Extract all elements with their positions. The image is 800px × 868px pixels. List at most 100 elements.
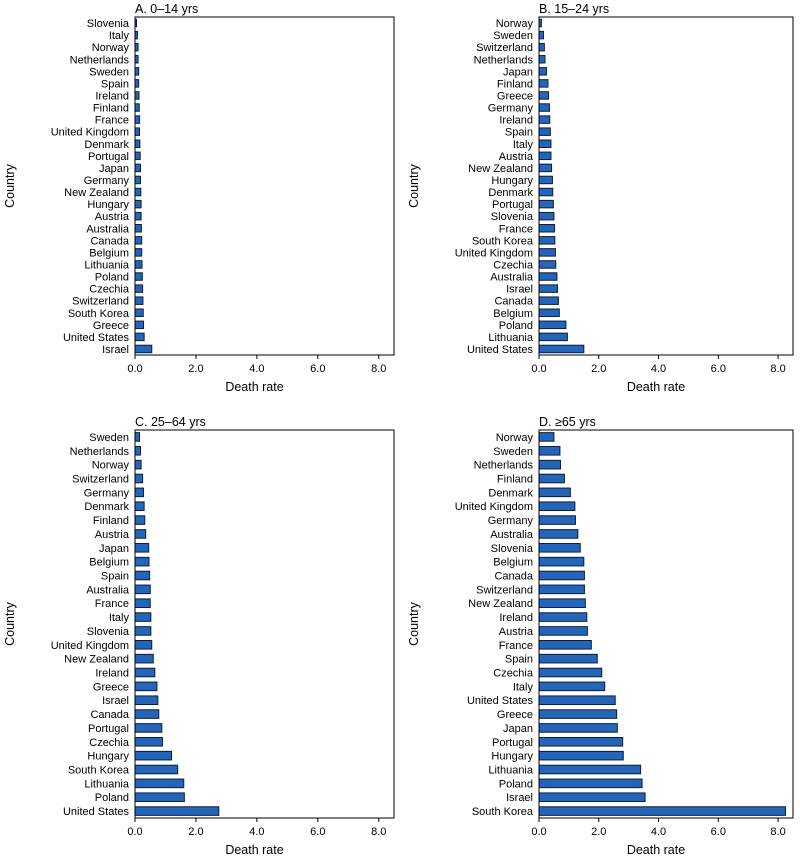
category-label-b-22: Israel xyxy=(506,284,533,296)
tick-label-c-4: 8.0 xyxy=(371,826,386,838)
bar-b-2 xyxy=(538,42,545,52)
bar-b-6 xyxy=(538,91,550,100)
category-label-c-0: Sweden xyxy=(89,432,129,444)
bar-d-3 xyxy=(538,473,565,484)
category-label-d-4: Denmark xyxy=(488,487,533,499)
category-label-d-25: Poland xyxy=(499,778,533,790)
category-label-d-14: Austria xyxy=(499,626,534,638)
bar-c-10 xyxy=(134,570,151,581)
bar-b-26 xyxy=(538,332,568,342)
category-label-c-20: Canada xyxy=(90,709,129,721)
category-label-b-10: Italy xyxy=(513,139,534,151)
category-label-c-21: Portugal xyxy=(88,723,129,735)
bar-b-23 xyxy=(538,296,559,305)
panel-c-frame xyxy=(134,429,395,819)
category-label-b-16: Slovenia xyxy=(491,211,534,223)
category-label-c-5: Denmark xyxy=(84,501,129,513)
category-label-b-27: United States xyxy=(467,344,534,356)
category-label-b-26: Lithuania xyxy=(488,332,534,344)
bar-a-15 xyxy=(134,199,142,209)
bar-d-16 xyxy=(538,653,598,664)
category-label-a-5: Spain xyxy=(101,78,129,90)
category-label-d-27: South Korea xyxy=(472,806,534,818)
category-label-b-17: France xyxy=(499,223,533,235)
category-label-b-5: Finland xyxy=(497,78,533,90)
category-label-d-3: Finland xyxy=(497,474,533,486)
category-label-b-18: South Korea xyxy=(472,235,534,247)
bar-b-24 xyxy=(538,308,560,317)
category-label-a-1: Italy xyxy=(109,30,130,42)
category-label-a-2: Norway xyxy=(92,42,130,54)
bar-b-21 xyxy=(538,272,558,281)
category-label-a-18: Canada xyxy=(90,235,129,247)
bar-c-5 xyxy=(134,501,145,512)
bar-d-20 xyxy=(538,709,618,719)
bar-a-8 xyxy=(134,115,141,124)
category-label-c-1: Netherlands xyxy=(70,446,130,458)
bar-c-6 xyxy=(134,515,146,525)
bar-b-7 xyxy=(538,103,550,112)
bar-d-19 xyxy=(538,695,616,706)
tick-label-d-4: 8.0 xyxy=(770,826,785,838)
category-label-b-1: Sweden xyxy=(493,30,533,42)
bar-d-10 xyxy=(538,570,585,581)
panel-b: B. 15–24 yrs NorwaySwedenSwitzerlandNethe… xyxy=(407,2,794,394)
bar-a-4 xyxy=(134,67,140,76)
bar-c-21 xyxy=(134,723,163,733)
tick-label-a-2: 4.0 xyxy=(249,363,264,375)
bar-b-20 xyxy=(538,260,557,269)
bar-d-25 xyxy=(538,778,643,789)
category-label-d-9: Belgium xyxy=(493,557,533,569)
category-label-b-2: Switzerland xyxy=(476,42,533,54)
category-label-d-12: New Zealand xyxy=(468,598,533,610)
bar-a-26 xyxy=(134,332,145,342)
bar-c-9 xyxy=(134,556,150,567)
bar-c-14 xyxy=(134,626,152,636)
category-label-b-0: Norway xyxy=(496,18,534,30)
category-label-a-7: Finland xyxy=(93,103,129,115)
bar-a-21 xyxy=(134,272,143,281)
bar-d-18 xyxy=(538,681,606,692)
bar-c-26 xyxy=(134,792,185,803)
panel-c-title: C. 25–64 yrs xyxy=(135,415,206,429)
bar-a-23 xyxy=(134,296,144,305)
bar-c-4 xyxy=(134,487,145,498)
category-label-c-10: Spain xyxy=(101,571,129,583)
bar-c-3 xyxy=(134,473,144,484)
category-label-c-8: Japan xyxy=(99,543,129,555)
y-axis-label-b: Country xyxy=(407,163,421,208)
category-label-a-0: Slovenia xyxy=(87,18,130,30)
category-label-d-20: Greece xyxy=(497,709,533,721)
category-label-a-9: United Kingdom xyxy=(51,127,129,139)
category-label-c-15: United Kingdom xyxy=(51,640,129,652)
bar-d-6 xyxy=(538,515,576,525)
category-label-a-13: Germany xyxy=(84,175,130,187)
bar-a-12 xyxy=(134,163,141,173)
bar-d-11 xyxy=(538,584,585,595)
bar-b-27 xyxy=(538,344,585,354)
category-label-c-13: Italy xyxy=(109,612,130,624)
bar-a-20 xyxy=(134,260,143,269)
category-label-a-21: Poland xyxy=(95,272,129,284)
category-label-d-15: France xyxy=(499,640,533,652)
panel-a: A. 0–14 yrs SloveniaItalyNorwayNetherland… xyxy=(3,2,395,394)
category-label-c-7: Austria xyxy=(95,529,130,541)
bar-b-8 xyxy=(538,115,551,124)
x-axis-label-a: Death rate xyxy=(225,380,283,394)
category-label-b-21: Australia xyxy=(490,272,534,284)
bar-c-18 xyxy=(134,681,158,692)
bar-c-7 xyxy=(134,529,147,539)
bar-b-16 xyxy=(538,211,555,221)
category-label-b-13: Hungary xyxy=(491,175,533,187)
x-axis-label-b: Death rate xyxy=(627,380,685,394)
category-label-b-20: Czechia xyxy=(493,259,534,271)
category-label-a-27: Israel xyxy=(102,344,129,356)
bar-b-19 xyxy=(538,248,556,257)
bar-a-7 xyxy=(134,103,140,112)
bar-d-26 xyxy=(538,792,646,803)
category-label-a-4: Sweden xyxy=(89,66,129,78)
category-label-a-16: Austria xyxy=(95,211,130,223)
tick-label-c-2: 4.0 xyxy=(249,826,264,838)
category-label-d-13: Ireland xyxy=(499,612,533,624)
